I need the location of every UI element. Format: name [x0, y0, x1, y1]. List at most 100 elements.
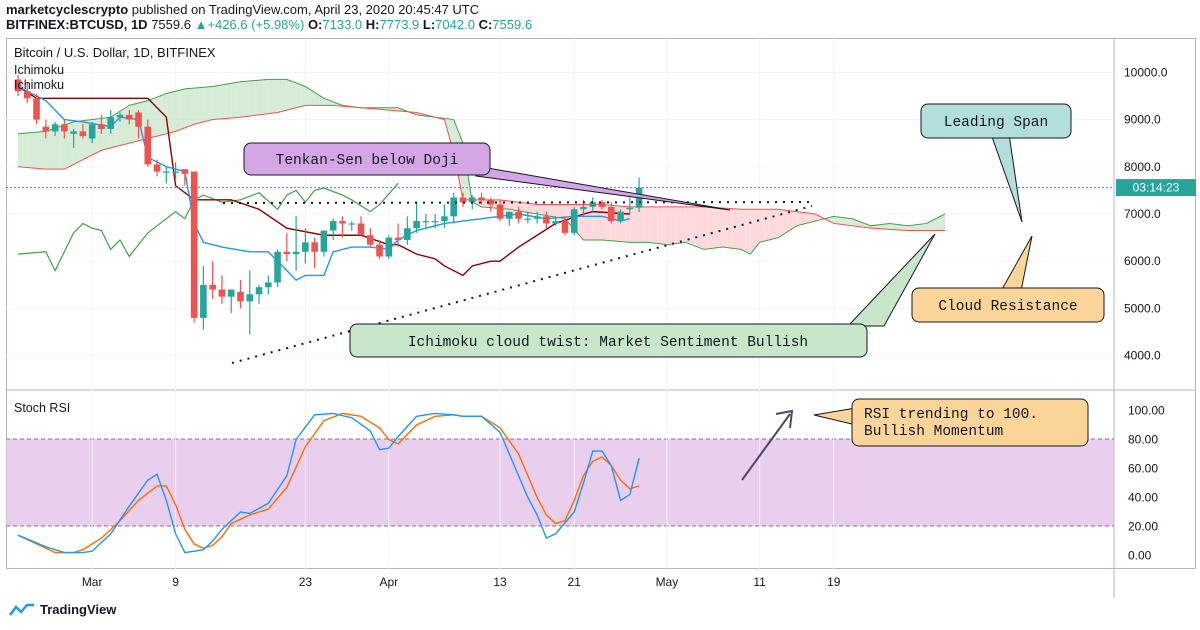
candle-body — [153, 164, 161, 172]
candle-body — [357, 223, 365, 236]
cloud-segment — [875, 224, 881, 229]
cloud-segment — [796, 211, 802, 226]
candle-body — [329, 221, 337, 231]
rsi-pane-title[interactable]: Stoch RSI — [14, 401, 70, 415]
cloud-segment — [773, 209, 779, 239]
ichimoku-cloud — [18, 79, 945, 255]
chart-svg[interactable]: 10000.0 9000.0 8000.0 7000.0 6000.0 5000.0 400… — [6, 38, 1196, 598]
rsi-callout-text-2: Bullish Momentum — [864, 424, 1003, 440]
candle-body — [42, 126, 50, 132]
candle-body — [23, 91, 31, 99]
symbol-label: BITFINEX:BTCUSD, 1D — [6, 17, 148, 32]
candle-body — [70, 131, 77, 134]
cloud-segment — [931, 218, 936, 231]
cloud-segment — [245, 80, 250, 117]
cloud-segment — [657, 206, 663, 245]
candle-body — [135, 112, 142, 127]
cloud-segment — [18, 133, 23, 168]
rsi-callout[interactable] — [851, 398, 1089, 447]
cloud-segment — [731, 208, 737, 249]
cloud-segment — [597, 204, 603, 240]
candle-body — [441, 216, 448, 222]
cloud-segment — [722, 208, 728, 248]
candles-layer[interactable] — [14, 74, 643, 335]
candle-body — [626, 207, 634, 210]
candle-body — [311, 242, 318, 252]
tenkan-callout[interactable] — [243, 142, 491, 176]
author-name[interactable]: marketcyclescrypto — [6, 2, 129, 17]
cloud-segment — [129, 104, 134, 144]
price-tick-label: 7000.0 — [1124, 207, 1161, 221]
price-tick-label: 9000.0 — [1124, 113, 1161, 127]
cloud-segment — [703, 206, 709, 250]
cloud-segment — [170, 91, 176, 133]
cloud-resistance-text: Cloud Resistance — [938, 299, 1077, 315]
cloud-segment — [175, 90, 181, 132]
cloud-segment — [203, 86, 209, 122]
cloud-segment — [282, 79, 287, 112]
cloud-segment — [861, 222, 867, 228]
cloud-segment — [643, 206, 649, 243]
candle-body — [163, 171, 170, 173]
candle-body — [561, 221, 569, 233]
rsi-tick-label: 0.00 — [1128, 549, 1152, 563]
candle-body — [580, 206, 587, 210]
cloud-segment — [254, 80, 260, 116]
candle-body — [33, 98, 40, 120]
rsi-arrow[interactable] — [741, 413, 791, 481]
candle-body — [487, 199, 495, 205]
price-tick-label: 8000.0 — [1124, 160, 1161, 174]
cloud-segment — [815, 214, 820, 222]
candle-body — [376, 244, 383, 257]
cloud-resistance-callout[interactable] — [911, 287, 1105, 323]
tradingview-brand[interactable]: TradingView — [8, 602, 116, 617]
cloud-segment — [615, 205, 621, 242]
cloud-segment — [625, 206, 630, 243]
cloud-segment — [676, 206, 681, 244]
cloud-segment — [894, 224, 899, 230]
candle-body — [209, 284, 216, 290]
candle-body — [190, 171, 198, 318]
cloud-segment — [189, 88, 195, 127]
close-value: 7559.6 — [492, 17, 533, 32]
twist-callout[interactable] — [349, 323, 868, 358]
cloud-segment — [907, 225, 913, 231]
stoch-rsi-k — [17, 412, 640, 554]
cloud-segment — [235, 81, 241, 118]
candle-body — [144, 126, 152, 165]
candle-body — [570, 209, 578, 233]
cloud-segment — [194, 87, 199, 125]
publish-line: marketcyclescrypto published on TradingV… — [6, 2, 532, 17]
cloud-segment — [833, 216, 839, 225]
cloud-segment — [36, 131, 42, 169]
candle-body — [181, 169, 189, 174]
indicator-label-1[interactable]: Ichimoku — [14, 63, 64, 77]
cloud-segment — [843, 217, 848, 226]
cloud-segment — [759, 209, 765, 243]
cloud-segment — [912, 224, 918, 231]
cloud-segment — [639, 206, 644, 243]
chart-area[interactable]: 10000.0 9000.0 8000.0 7000.0 6000.0 5000.0 400… — [6, 38, 1196, 598]
cloud-segment — [778, 209, 783, 238]
candle-body — [51, 124, 59, 132]
cloud-segment — [221, 84, 227, 119]
candle-body — [125, 114, 133, 120]
candle-body — [515, 211, 522, 219]
cloud-segment — [792, 211, 797, 229]
cloud-segment — [277, 79, 283, 113]
cloud-segment — [745, 209, 751, 255]
cloud-segment — [513, 201, 519, 211]
candle-body — [617, 211, 624, 222]
cloud-segment — [592, 204, 598, 240]
candle-body — [302, 242, 309, 252]
cloud-segment — [157, 95, 162, 137]
cloud-segment — [708, 207, 714, 249]
candle-body — [506, 211, 513, 219]
leading-span-callout[interactable] — [920, 103, 1072, 139]
indicator-label-2[interactable]: Ichimoku — [14, 78, 64, 92]
cloud-segment — [64, 123, 69, 170]
twist-callout-text: Ichimoku cloud twist: Market Sentiment B… — [408, 335, 808, 351]
cloud-segment — [546, 204, 552, 217]
rsi-tick-label: 60.00 — [1128, 462, 1158, 476]
candle-body — [478, 197, 485, 200]
